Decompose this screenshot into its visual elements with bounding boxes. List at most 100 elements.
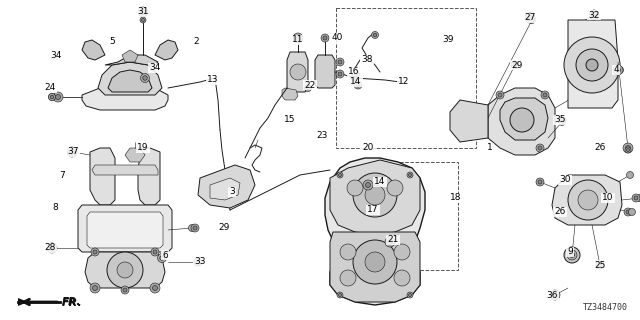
Circle shape: [143, 76, 147, 80]
Circle shape: [365, 252, 385, 272]
Circle shape: [538, 146, 542, 150]
Text: 17: 17: [367, 205, 379, 214]
Circle shape: [353, 240, 397, 284]
Circle shape: [347, 180, 363, 196]
Circle shape: [591, 12, 598, 19]
Circle shape: [564, 247, 580, 263]
Text: 5: 5: [109, 37, 115, 46]
Circle shape: [394, 244, 410, 260]
Polygon shape: [78, 205, 172, 252]
Circle shape: [91, 248, 99, 256]
Circle shape: [536, 179, 543, 186]
Text: 10: 10: [602, 194, 614, 203]
Circle shape: [70, 149, 74, 155]
Circle shape: [49, 245, 54, 251]
Polygon shape: [85, 252, 165, 288]
Circle shape: [407, 172, 413, 178]
Circle shape: [513, 63, 517, 67]
Circle shape: [107, 252, 143, 288]
Circle shape: [576, 49, 608, 81]
Polygon shape: [18, 298, 28, 306]
Circle shape: [93, 250, 97, 254]
Circle shape: [305, 84, 312, 92]
Circle shape: [321, 34, 329, 42]
Text: 26: 26: [595, 143, 605, 153]
Circle shape: [365, 185, 385, 205]
Circle shape: [353, 173, 397, 217]
Polygon shape: [287, 52, 308, 92]
Circle shape: [560, 118, 564, 122]
Circle shape: [632, 194, 640, 202]
Circle shape: [196, 260, 200, 264]
Polygon shape: [330, 160, 420, 235]
Circle shape: [351, 74, 359, 82]
Polygon shape: [500, 98, 548, 140]
Polygon shape: [450, 100, 488, 142]
Polygon shape: [155, 40, 178, 60]
Circle shape: [568, 252, 575, 259]
Circle shape: [337, 172, 343, 178]
Text: 8: 8: [52, 204, 58, 212]
Circle shape: [387, 239, 392, 244]
Circle shape: [407, 292, 413, 298]
Circle shape: [339, 173, 342, 177]
Circle shape: [634, 196, 638, 200]
Circle shape: [123, 288, 127, 292]
Circle shape: [56, 94, 61, 100]
Circle shape: [589, 10, 599, 20]
Polygon shape: [330, 232, 420, 302]
Circle shape: [552, 292, 559, 299]
Circle shape: [151, 248, 159, 256]
Text: 27: 27: [524, 13, 536, 22]
Circle shape: [293, 33, 303, 43]
Circle shape: [627, 148, 630, 151]
Circle shape: [567, 250, 577, 260]
Polygon shape: [282, 88, 298, 100]
Polygon shape: [87, 212, 163, 248]
Circle shape: [543, 93, 547, 97]
Circle shape: [153, 250, 157, 254]
Text: 36: 36: [547, 291, 557, 300]
Bar: [336, 8, 476, 148]
Circle shape: [538, 180, 542, 184]
Polygon shape: [125, 148, 145, 162]
Circle shape: [67, 147, 77, 157]
Polygon shape: [105, 55, 158, 65]
Circle shape: [337, 292, 343, 298]
Circle shape: [49, 244, 56, 252]
Text: 14: 14: [350, 77, 362, 86]
Circle shape: [290, 64, 306, 80]
Text: 34: 34: [149, 63, 161, 73]
Circle shape: [598, 263, 602, 267]
Circle shape: [340, 244, 356, 260]
Text: 37: 37: [67, 148, 79, 156]
Circle shape: [498, 93, 502, 97]
Circle shape: [338, 72, 342, 76]
Circle shape: [536, 144, 544, 152]
Text: 33: 33: [195, 258, 205, 267]
Text: 31: 31: [137, 7, 148, 17]
Polygon shape: [325, 158, 425, 305]
Circle shape: [527, 15, 532, 20]
Circle shape: [49, 93, 56, 100]
Circle shape: [596, 261, 604, 268]
Circle shape: [339, 293, 342, 297]
Text: 21: 21: [387, 236, 399, 244]
Circle shape: [558, 116, 566, 124]
Circle shape: [529, 17, 536, 23]
Polygon shape: [138, 148, 160, 205]
Circle shape: [626, 210, 630, 214]
Text: 15: 15: [284, 116, 296, 124]
Text: 7: 7: [59, 171, 65, 180]
Circle shape: [160, 256, 164, 260]
Circle shape: [193, 226, 197, 230]
Circle shape: [628, 209, 636, 215]
Text: 19: 19: [137, 143, 148, 153]
Circle shape: [536, 178, 544, 186]
Text: 40: 40: [332, 34, 342, 43]
Text: 29: 29: [218, 223, 230, 233]
Text: 11: 11: [292, 36, 304, 44]
Circle shape: [49, 93, 56, 100]
Circle shape: [340, 270, 356, 286]
Polygon shape: [210, 178, 240, 200]
